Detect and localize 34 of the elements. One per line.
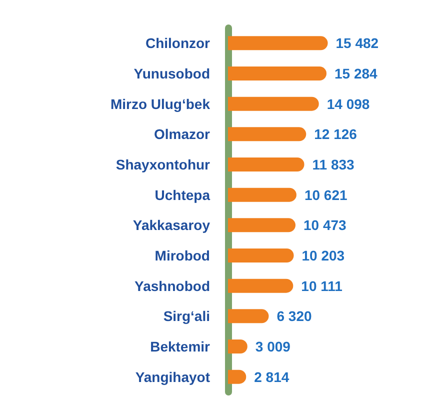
data-label: 14 098 (326, 96, 370, 112)
data-label: 15 284 (334, 66, 378, 82)
y-tick-label: Yangihayot (135, 368, 210, 385)
y-tick-label: Mirobod (154, 248, 210, 264)
data-label: 3 009 (255, 338, 291, 354)
data-label: 6 320 (276, 308, 312, 324)
bar (228, 309, 269, 324)
y-tick-label: Sirg‘ali (163, 308, 210, 324)
data-label: 10 473 (303, 217, 347, 234)
bar (228, 218, 296, 232)
data-label: 11 833 (312, 156, 355, 172)
bar (228, 96, 319, 111)
y-tick-label: Uchtepa (154, 186, 210, 203)
y-tick-label: Shayxontohur (116, 156, 211, 172)
y-tick-label: Yunusobod (134, 66, 210, 82)
bar (228, 66, 326, 80)
y-tick-label: Yashnobod (134, 278, 210, 294)
data-label: 12 126 (314, 126, 358, 142)
bar (228, 36, 328, 50)
data-label: 10 203 (302, 248, 345, 264)
y-tick-label: Bektemir (150, 338, 211, 354)
data-label: 10 111 (301, 278, 343, 294)
data-label: 15 482 (336, 35, 379, 52)
y-tick-label: Olmazor (154, 126, 211, 142)
bar (228, 248, 294, 262)
bar (228, 127, 306, 142)
data-label: 10 621 (304, 186, 348, 203)
data-label: 2 814 (254, 368, 290, 385)
y-tick-label: Chilonzor (145, 35, 211, 52)
bar (228, 188, 296, 202)
y-tick-label: Yakkasaroy (132, 217, 210, 234)
bar (228, 158, 304, 172)
bar (228, 278, 294, 293)
y-tick-label: Mirzo Ulug‘bek (110, 96, 210, 112)
